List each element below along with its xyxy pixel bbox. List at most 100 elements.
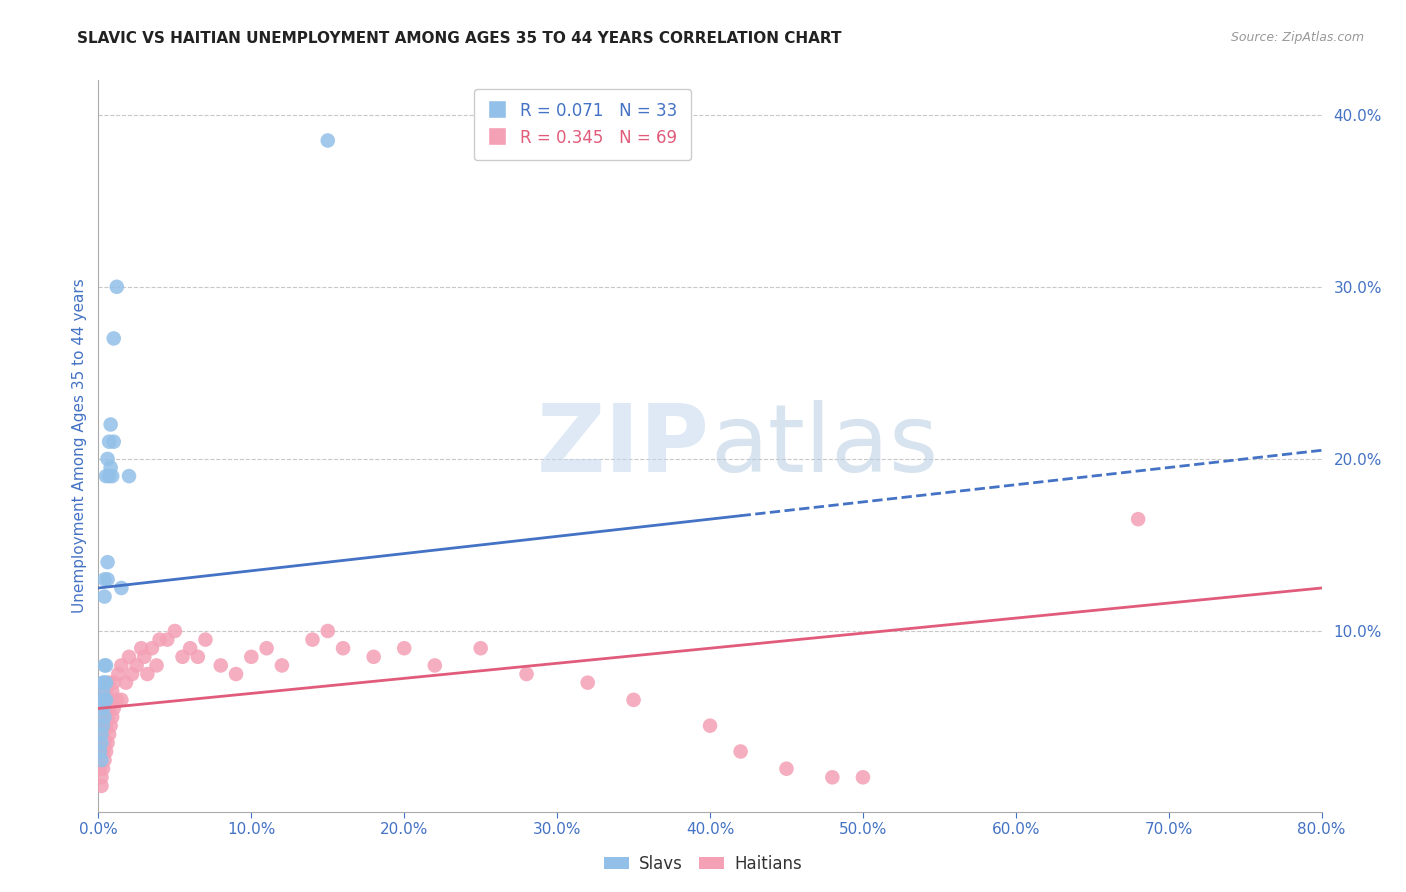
- Point: [91, 684, 114, 698]
- Point: [94, 693, 117, 707]
- Point: [97, 555, 120, 569]
- Point: [852, 770, 875, 784]
- Point: [179, 641, 201, 656]
- Point: [89, 762, 111, 776]
- Point: [93, 590, 115, 604]
- Point: [156, 632, 179, 647]
- Point: [93, 658, 115, 673]
- Point: [90, 770, 112, 784]
- Point: [90, 727, 112, 741]
- Point: [256, 641, 278, 656]
- Point: [187, 649, 209, 664]
- Point: [136, 667, 159, 681]
- Point: [110, 658, 132, 673]
- Point: [129, 641, 152, 656]
- Point: [316, 624, 339, 638]
- Point: [93, 693, 115, 707]
- Point: [97, 573, 120, 587]
- Point: [100, 693, 122, 707]
- Point: [141, 641, 163, 656]
- Point: [163, 624, 186, 638]
- Point: [91, 727, 114, 741]
- Point: [470, 641, 492, 656]
- Point: [107, 667, 129, 681]
- Point: [118, 469, 141, 483]
- Point: [149, 632, 172, 647]
- Point: [98, 434, 121, 449]
- Point: [576, 675, 599, 690]
- Point: [97, 710, 120, 724]
- Point: [100, 460, 122, 475]
- Point: [97, 736, 120, 750]
- Point: [94, 469, 117, 483]
- Point: [93, 675, 115, 690]
- Point: [98, 675, 121, 690]
- Point: [94, 744, 117, 758]
- Point: [332, 641, 354, 656]
- Point: [103, 331, 125, 345]
- Point: [91, 701, 114, 715]
- Point: [93, 710, 115, 724]
- Point: [775, 762, 797, 776]
- Point: [172, 649, 194, 664]
- Point: [103, 675, 125, 690]
- Point: [90, 779, 112, 793]
- Legend: R = 0.071   N = 33, R = 0.345   N = 69: R = 0.071 N = 33, R = 0.345 N = 69: [474, 88, 690, 160]
- Point: [89, 744, 111, 758]
- Point: [91, 762, 114, 776]
- Point: [90, 736, 112, 750]
- Point: [93, 573, 115, 587]
- Point: [101, 684, 124, 698]
- Point: [93, 753, 115, 767]
- Point: [125, 658, 148, 673]
- Point: [110, 693, 132, 707]
- Point: [118, 649, 141, 664]
- Point: [98, 727, 121, 741]
- Point: [516, 667, 538, 681]
- Point: [90, 736, 112, 750]
- Point: [730, 744, 752, 758]
- Point: [115, 675, 138, 690]
- Point: [821, 770, 844, 784]
- Point: [98, 469, 121, 483]
- Point: [392, 641, 416, 656]
- Text: Source: ZipAtlas.com: Source: ZipAtlas.com: [1230, 31, 1364, 45]
- Point: [98, 701, 121, 715]
- Point: [270, 658, 292, 673]
- Point: [316, 134, 339, 148]
- Point: [301, 632, 323, 647]
- Point: [105, 693, 128, 707]
- Y-axis label: Unemployment Among Ages 35 to 44 years: Unemployment Among Ages 35 to 44 years: [72, 278, 87, 614]
- Point: [103, 434, 125, 449]
- Point: [94, 675, 117, 690]
- Point: [423, 658, 446, 673]
- Point: [90, 753, 112, 767]
- Point: [194, 632, 217, 647]
- Point: [97, 693, 120, 707]
- Point: [623, 693, 645, 707]
- Point: [240, 649, 263, 664]
- Point: [91, 719, 114, 733]
- Point: [101, 469, 124, 483]
- Legend: Slavs, Haitians: Slavs, Haitians: [598, 848, 808, 880]
- Point: [93, 719, 115, 733]
- Point: [100, 417, 122, 432]
- Text: ZIP: ZIP: [537, 400, 710, 492]
- Point: [121, 667, 143, 681]
- Point: [209, 658, 232, 673]
- Point: [699, 719, 721, 733]
- Point: [94, 719, 117, 733]
- Point: [1128, 512, 1150, 526]
- Point: [97, 451, 120, 466]
- Point: [94, 684, 117, 698]
- Point: [93, 693, 115, 707]
- Point: [134, 649, 156, 664]
- Point: [110, 581, 132, 595]
- Point: [225, 667, 247, 681]
- Point: [103, 701, 125, 715]
- Point: [93, 736, 115, 750]
- Point: [101, 710, 124, 724]
- Point: [100, 719, 122, 733]
- Point: [145, 658, 167, 673]
- Text: atlas: atlas: [710, 400, 938, 492]
